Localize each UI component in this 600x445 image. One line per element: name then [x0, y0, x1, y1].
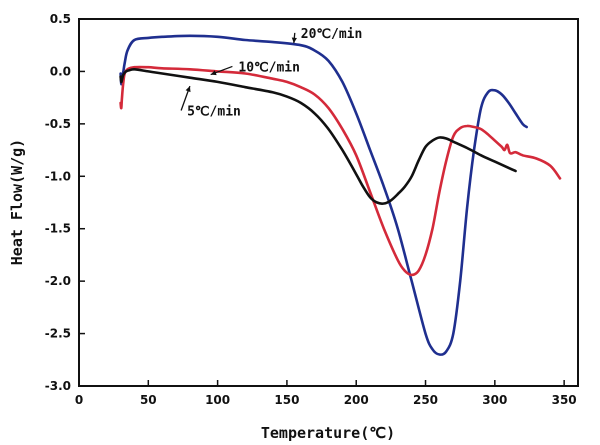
- y-tick-label: -0.5: [45, 117, 71, 131]
- y-tick-label: -1.0: [45, 169, 71, 183]
- y-tick-label: -1.5: [45, 222, 71, 236]
- y-tick-label: 0.0: [50, 64, 71, 78]
- series-lines: [119, 34, 562, 356]
- y-tick-label: -2.0: [45, 274, 71, 288]
- annotations: 20℃/min 10℃/min 5℃/min: [180, 27, 363, 119]
- y-tick-label: -3.0: [45, 379, 71, 393]
- annotation-label-10min: 10℃/min: [238, 60, 300, 75]
- x-tick-label: 50: [140, 393, 157, 407]
- x-axis-ticks: 0 50 100 150 200 250 300 350: [75, 380, 577, 407]
- y-tick-label: -2.5: [45, 327, 71, 341]
- x-tick-label: 100: [205, 393, 230, 407]
- y-axis-title: Heat Flow(W/g): [8, 139, 26, 265]
- x-axis-title: Temperature(℃): [261, 424, 395, 442]
- series-line-20min: [119, 34, 528, 356]
- annotation-arrowhead-10min: [210, 70, 217, 76]
- plot-frame: [78, 18, 579, 387]
- x-tick-label: 250: [413, 393, 438, 407]
- x-tick-label: 350: [552, 393, 577, 407]
- y-axis-ticks: 0.5 0.0 -0.5 -1.0 -1.5 -2.0 -2.5 -3.0: [45, 12, 85, 393]
- annotation-label-5min: 5℃/min: [187, 104, 241, 119]
- x-tick-label: 300: [482, 393, 507, 407]
- y-tick-label: 0.5: [50, 12, 71, 26]
- series-line-10min: [119, 65, 562, 277]
- x-tick-label: 150: [274, 393, 299, 407]
- x-tick-label: 0: [75, 393, 83, 407]
- annotation-arrowhead-20min: [291, 37, 297, 44]
- annotation-arrowhead-5min: [185, 86, 191, 93]
- series-line-5min: [119, 67, 517, 205]
- x-tick-label: 200: [344, 393, 369, 407]
- annotation-label-20min: 20℃/min: [301, 27, 363, 42]
